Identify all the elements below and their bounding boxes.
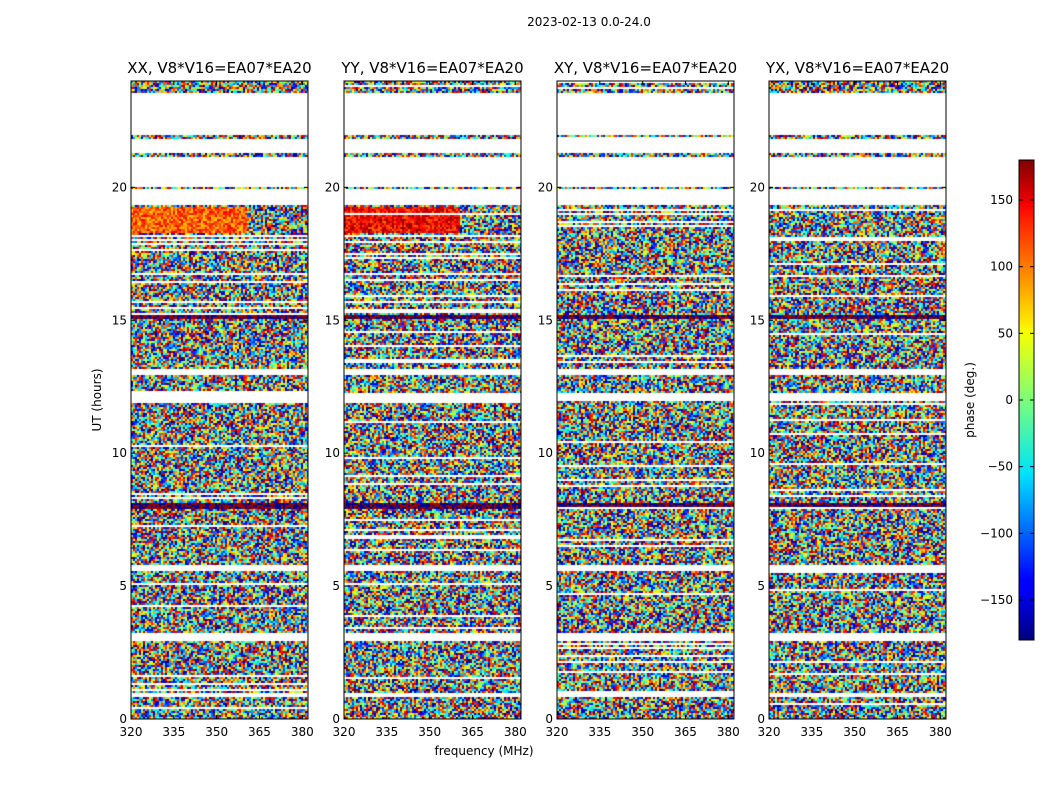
x-tick-label: 335 <box>800 725 823 739</box>
colorbar-label: phase (deg.) <box>963 362 977 438</box>
y-tick-label: 10 <box>538 446 553 460</box>
heatmap-xy <box>557 81 734 719</box>
y-tick-label: 0 <box>332 712 340 726</box>
panel-yy: YY, V8*V16=EA07*EA20 320 335 350 365 380 0 5 10 1… <box>325 59 527 739</box>
figure-suptitle: 2023-02-13 0.0-24.0 <box>527 15 651 29</box>
y-tick-label: 10 <box>325 446 340 460</box>
x-tick-label: 350 <box>843 725 866 739</box>
y-tick-label: 20 <box>538 180 553 194</box>
panel-frame <box>130 80 309 720</box>
panel-title: YY, V8*V16=EA07*EA20 <box>340 59 523 77</box>
y-tick-label: 0 <box>757 712 765 726</box>
y-tick-label: 20 <box>325 180 340 194</box>
y-tick-label: 5 <box>757 579 765 593</box>
y-tick-label: 10 <box>112 446 127 460</box>
y-tick-label: 0 <box>119 712 127 726</box>
panel-title: YX, V8*V16=EA07*EA20 <box>765 59 949 77</box>
colorbar-ticks: 150 100 50 0 −50 −100 −150 <box>980 193 1034 607</box>
x-tick-label: 320 <box>758 725 781 739</box>
colorbar-tick-label: 100 <box>990 260 1013 274</box>
colorbar-tick-label: −150 <box>980 593 1013 607</box>
x-tick-label: 365 <box>674 725 697 739</box>
colorbar: 150 100 50 0 −50 −100 −150 phase (deg.) <box>963 159 1035 641</box>
y-tick-label: 15 <box>538 313 553 327</box>
y-tick-label: 0 <box>545 712 553 726</box>
x-tick-label: 350 <box>631 725 654 739</box>
x-axis-label: frequency (MHz) <box>434 744 533 758</box>
x-tick-label: 350 <box>205 725 228 739</box>
colorbar-tick-label: −100 <box>980 526 1013 540</box>
y-tick-label: 15 <box>325 313 340 327</box>
x-tick-label: 380 <box>929 725 952 739</box>
x-tick-label: 365 <box>461 725 484 739</box>
y-tick-label: 15 <box>112 313 127 327</box>
x-tick-label: 320 <box>120 725 143 739</box>
x-tick-label: 320 <box>546 725 569 739</box>
heatmap-yx <box>769 81 946 719</box>
heatmap-yy <box>344 81 521 719</box>
colorbar-tick-label: 150 <box>990 193 1013 207</box>
x-tick-label: 335 <box>162 725 185 739</box>
y-tick-label: 15 <box>750 313 765 327</box>
y-axis-label: UT (hours) <box>90 368 104 431</box>
x-tick-label: 380 <box>504 725 527 739</box>
y-tick-label: 20 <box>750 180 765 194</box>
x-tick-label: 365 <box>248 725 271 739</box>
x-tick-label: 335 <box>375 725 398 739</box>
x-tick-label: 320 <box>333 725 356 739</box>
y-tick-label: 5 <box>119 579 127 593</box>
x-tick-label: 335 <box>588 725 611 739</box>
panel-xy: XY, V8*V16=EA07*EA20 320 335 350 365 380 0 5 10 1… <box>538 59 740 739</box>
y-tick-label: 20 <box>112 180 127 194</box>
colorbar-tick-label: 0 <box>1005 393 1013 407</box>
colorbar-tick-label: 50 <box>998 326 1013 340</box>
panel-title: XX, V8*V16=EA07*EA20 <box>127 59 311 77</box>
x-tick-label: 380 <box>291 725 314 739</box>
x-tick-label: 350 <box>418 725 441 739</box>
heatmap-xx <box>131 81 308 719</box>
y-tick-label: 5 <box>332 579 340 593</box>
y-tick-label: 5 <box>545 579 553 593</box>
panel-title: XY, V8*V16=EA07*EA20 <box>554 59 737 77</box>
colorbar-tick-label: −50 <box>988 460 1013 474</box>
y-tick-label: 10 <box>750 446 765 460</box>
panel-frame <box>768 80 947 720</box>
panels-group: XX, V8*V16=EA07*EA20 320 335 350 365 380 0 5 10 1… <box>112 59 952 739</box>
panel-yx: YX, V8*V16=EA07*EA20 320 335 350 365 380 0 5 10 1… <box>750 59 952 739</box>
panel-xx: XX, V8*V16=EA07*EA20 320 335 350 365 380 0 5 10 1… <box>112 59 314 739</box>
x-tick-label: 365 <box>886 725 909 739</box>
x-tick-label: 380 <box>717 725 740 739</box>
panel-frame <box>556 80 735 720</box>
panel-frame <box>343 80 522 720</box>
